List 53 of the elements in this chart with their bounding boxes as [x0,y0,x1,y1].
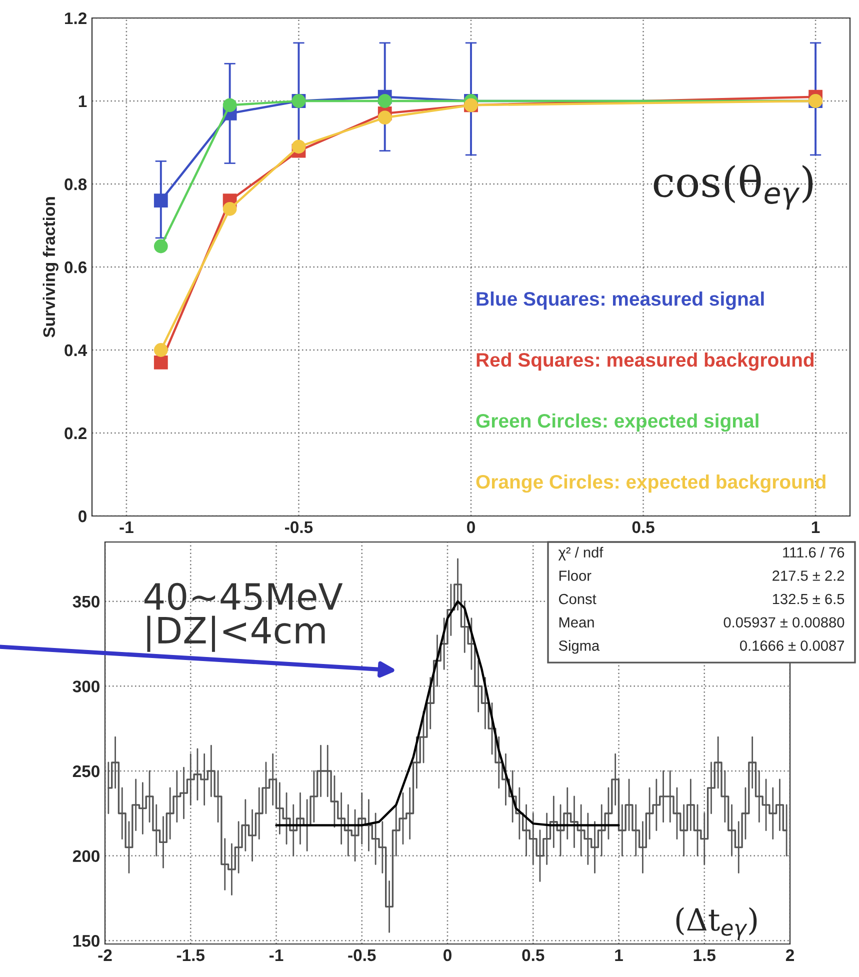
x-tick-label: -1.5 [176,949,205,962]
annotation: Floor [559,570,592,581]
x-tick-label: 0 [444,949,452,962]
y-axis-title: Surviving fraction [42,197,58,338]
point [154,194,168,208]
annotation: 111.6 / 76 [783,546,844,558]
x-tick-label: 2 [786,949,794,961]
y-tick-label: 1.2 [65,12,86,24]
x-tick-label: 0.5 [632,521,654,534]
point [154,343,168,357]
y-tick-label: 0.8 [64,178,87,190]
x-tick-label: 1 [615,949,623,961]
x-tick-label: 0 [467,521,475,534]
point [378,110,392,125]
y-tick-label: 200 [72,850,100,862]
x-tick-label: -0.5 [285,521,313,534]
point [154,356,168,370]
y-tick-label: 0.2 [64,427,86,440]
annotation: 40~45MeV |DZ|<4cm [144,582,343,652]
annotation: 0.1666 ± 0.0087 [740,640,844,651]
point [154,239,168,254]
x-tick-label: -0.5 [348,949,376,962]
annotation: 132.5 ± 6.5 [772,594,844,604]
point [378,94,392,108]
x-tick-label: -1 [120,521,134,533]
annotation: χ² / ndf [558,546,604,560]
text: Orange Circles: expected background [476,474,826,493]
annotation: cos(θ$_{eγ}$) [654,164,813,210]
annotation: 0.05937 ± 0.00880 [724,617,844,628]
x-tick-label: -2 [98,949,112,961]
annotation: (Δt$_{eγ}$) [676,907,757,940]
y-tick-label: 350 [72,596,100,608]
point [222,98,237,112]
y-tick-label: 250 [72,765,100,778]
y-tick-label: 1 [78,96,87,108]
annotation: Mean [559,617,594,628]
annotation: Const [559,594,596,604]
x-tick-label: 1.5 [694,949,716,962]
y-tick-label: 0 [78,510,86,522]
x-tick-label: -1 [269,949,284,961]
y-tick-label: 0.6 [64,261,87,274]
text: Green Circles: expected signal [476,413,758,432]
x-tick-label: 1 [812,521,820,533]
text: Blue Squares: measured signal [476,291,764,310]
y-tick-label: 300 [72,680,100,692]
point [222,202,237,216]
annotation: 217.5 ± 2.2 [772,570,844,581]
point [292,140,306,154]
x-tick-label: 0.5 [522,949,544,962]
annotation: Sigma [558,640,600,654]
y-tick-label: 0.4 [64,344,88,356]
y-tick-label: 150 [73,935,100,947]
text: Red Squares: measured background [476,352,814,371]
